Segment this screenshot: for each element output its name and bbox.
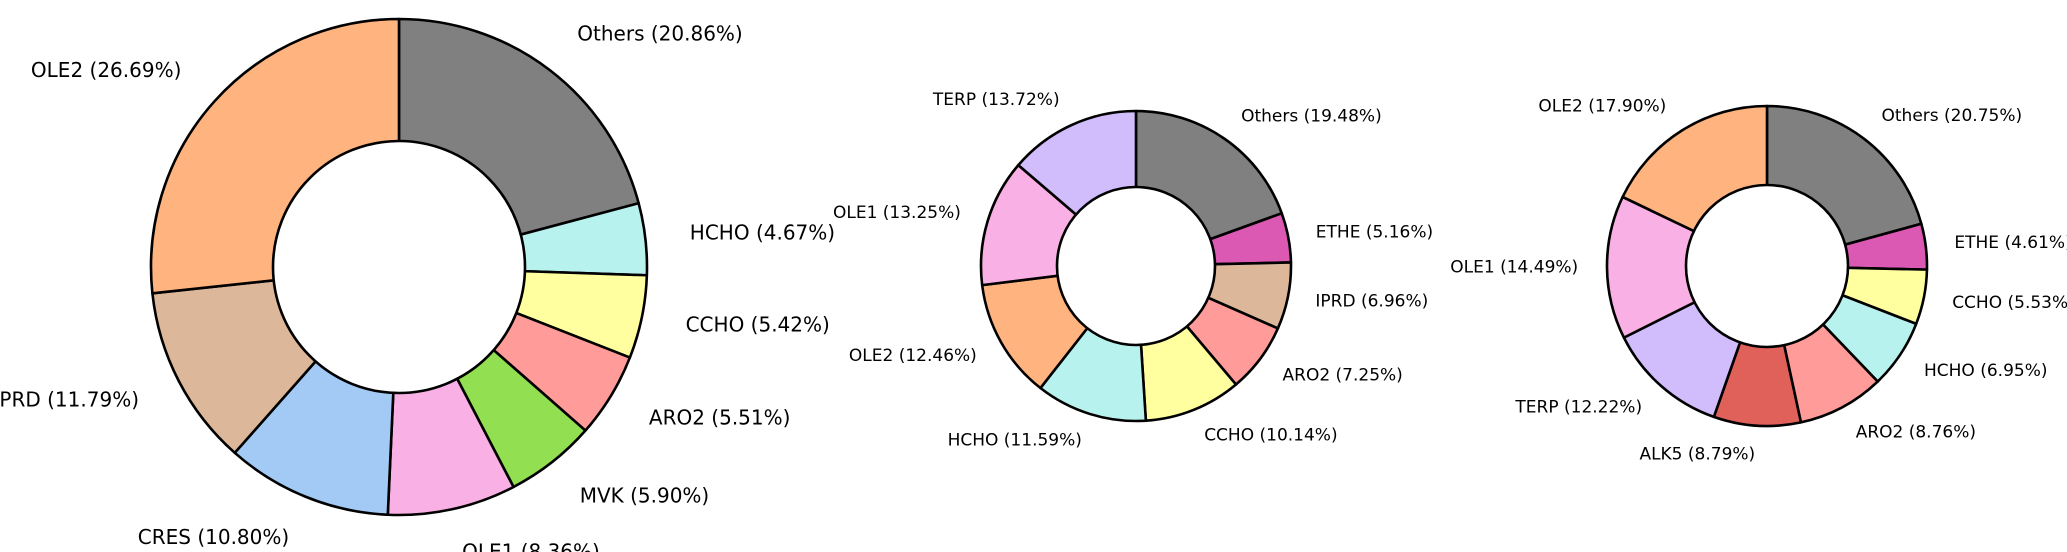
slice-label-ole1: OLE1 (13.25%) [833,203,961,223]
slice-label-iprd: IPRD (6.96%) [1315,292,1428,312]
slice-label-alk5: ALK5 (8.79%) [1639,444,1755,464]
slice-label-ole1: OLE1 (8.36%) [462,539,600,552]
slice-label-aro2: ARO2 (7.25%) [1283,366,1403,386]
slice-label-terp: TERP (13.72%) [932,90,1060,110]
slice-label-terp: TERP (12.22%) [1514,398,1642,418]
donut-hole [1055,185,1217,347]
slice-label-others: Others (20.75%) [1882,106,2023,126]
donut-chart-2: Others (19.48%) ETHE (5.16%) IPRD (6.96%) A… [833,90,1433,451]
slice-label-ccho: CCHO (5.42%) [686,313,830,337]
slice-label-ethe: ETHE (4.61%) [1954,233,2067,253]
slice-label-ole2: OLE2 (26.69%) [31,58,181,82]
slice-label-aro2: ARO2 (8.76%) [1856,423,1976,443]
donut-chart-1: Others (20.86%) HCHO (4.67%) CCHO (5.42%) A… [0,17,835,552]
slice-label-ethe: ETHE (5.16%) [1316,222,1433,242]
slice-label-ole2: OLE2 (17.90%) [1538,96,1666,116]
slice-label-ccho: CCHO (10.14%) [1204,426,1337,446]
slice-label-aro2: ARO2 (5.51%) [649,406,791,430]
donut-hole [1684,183,1850,349]
slice-label-hcho: HCHO (6.95%) [1924,361,2048,381]
slice-label-others: Others (19.48%) [1241,106,1382,126]
slice-label-ccho: CCHO (5.53%) [1952,293,2067,313]
slice-label-mvk: MVK (5.90%) [580,484,710,508]
slice-label-ole2: OLE2 (12.46%) [849,346,977,366]
donut-chart-3: Others (20.75%) ETHE (4.61%) CCHO (5.53%) H… [1450,96,2067,464]
slice-label-others: Others (20.86%) [577,22,742,46]
donut-hole [271,139,527,395]
slice-label-ole1: OLE1 (14.49%) [1450,258,1578,278]
slice-label-hcho: HCHO (4.67%) [690,220,835,244]
slice-label-hcho: HCHO (11.59%) [948,431,1082,451]
slice-label-iprd: IPRD (11.79%) [0,388,139,412]
slice-label-cres: CRES (10.80%) [138,525,289,549]
